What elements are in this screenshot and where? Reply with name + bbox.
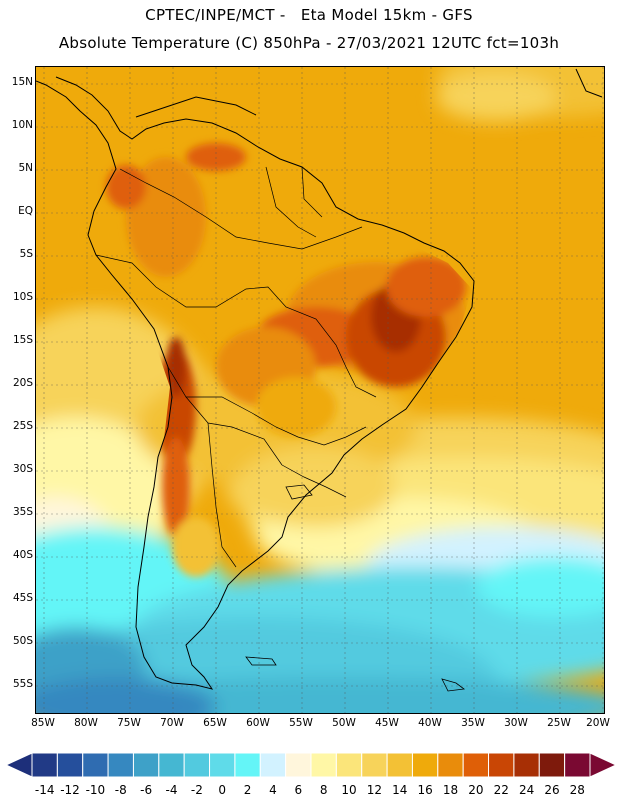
lat-label: 5N	[18, 162, 33, 174]
colorbar-swatch	[82, 752, 109, 778]
lon-label: 85W	[31, 717, 55, 729]
lat-label: 20S	[12, 377, 33, 389]
lon-label: 30W	[504, 717, 528, 729]
colorbar-tick-label: 2	[243, 783, 252, 797]
colorbar-tick-label: 8	[319, 783, 328, 797]
colorbar-tick-label: 22	[493, 783, 509, 797]
colorbar-swatch	[107, 752, 134, 778]
colorbar-swatch	[310, 752, 337, 778]
lon-label: 65W	[203, 717, 227, 729]
country-borders	[95, 166, 377, 568]
map-canvas	[36, 67, 604, 713]
colorbar-swatch	[538, 752, 566, 778]
colorbar-swatch	[386, 752, 413, 778]
colorbar-swatch	[462, 752, 490, 778]
colorbar-swatch	[411, 752, 439, 778]
lon-label: 70W	[160, 717, 184, 729]
lat-label: EQ	[18, 205, 33, 217]
colorbar-tick-label: -4	[165, 783, 178, 797]
lat-label: 45S	[12, 592, 33, 604]
title-line-2: Absolute Temperature (C) 850hPa - 27/03/…	[58, 34, 560, 52]
lat-label: 35S	[12, 506, 33, 518]
colorbar-swatch	[209, 752, 236, 778]
colorbar-tick-label: 14	[392, 783, 408, 797]
coastline	[36, 68, 603, 690]
colorbar-swatch	[158, 752, 185, 778]
colorbar-swatch	[361, 752, 388, 778]
colorbar-tick-label: -6	[140, 783, 153, 797]
colorbar-tick-label: 0	[218, 783, 227, 797]
colorbar-tick-label: 4	[269, 783, 277, 797]
colorbar-swatch	[285, 752, 312, 778]
lon-label: 80W	[74, 717, 98, 729]
lat-label: 10S	[12, 291, 33, 303]
lat-label: 30S	[12, 463, 33, 475]
lat-label: 15N	[11, 76, 33, 88]
lon-label: 25W	[547, 717, 571, 729]
lat-label: 40S	[12, 549, 33, 561]
lon-label: 60W	[246, 717, 270, 729]
lon-label: 20W	[586, 717, 610, 729]
colorbar-tick-label: 16	[417, 783, 433, 797]
colorbar-swatch	[234, 752, 261, 778]
colorbar-tick-label: 28	[569, 783, 585, 797]
lon-label: 55W	[289, 717, 313, 729]
colorbar-tick-label: -12	[60, 783, 80, 797]
lon-label: 40W	[418, 717, 442, 729]
colorbar-tick-label: -14	[34, 783, 55, 797]
colorbar-tick-label: 6	[294, 783, 303, 797]
lon-label: 35W	[461, 717, 485, 729]
lat-label: 55S	[12, 678, 33, 690]
lon-label: 45W	[375, 717, 399, 729]
colorbar-swatch	[437, 752, 464, 778]
lon-label: 50W	[332, 717, 356, 729]
lat-label: 5S	[19, 248, 33, 260]
colorbar-tick-label: -10	[85, 783, 106, 797]
colorbar-swatch	[488, 752, 515, 778]
colorbar-swatch	[259, 752, 287, 778]
colorbar-swatch	[183, 752, 211, 778]
colorbar-tick-label: -8	[114, 783, 127, 797]
colorbar-cap-low	[6, 752, 33, 778]
colorbar-tick-label: -2	[190, 783, 203, 797]
title-line-1: CPTEC/INPE/MCT - Eta Model 15km - GFS	[145, 6, 473, 24]
colorbar-tick-label: 10	[341, 783, 357, 797]
colorbar-cap-high	[589, 752, 616, 778]
colorbar-swatch	[513, 752, 540, 778]
colorbar-swatch	[56, 752, 84, 778]
colorbar-swatch	[132, 752, 160, 778]
colorbar-swatch	[335, 752, 363, 778]
colorbar-tick-label: 12	[366, 783, 383, 797]
colorbar-swatch	[31, 752, 58, 778]
lon-label: 75W	[117, 717, 141, 729]
lat-label: 15S	[12, 334, 33, 346]
colorbar-swatch	[564, 752, 591, 778]
lat-label: 25S	[12, 420, 33, 432]
colorbar-tick-label: 18	[442, 783, 459, 797]
temperature-map	[35, 66, 605, 714]
lat-label: 10N	[11, 119, 33, 131]
colorbar	[6, 752, 616, 778]
colorbar-tick-label: 26	[544, 783, 560, 797]
colorbar-tick-label: 20	[468, 783, 484, 797]
colorbar-tick-label: 24	[518, 783, 535, 797]
lat-label: 50S	[12, 635, 33, 647]
